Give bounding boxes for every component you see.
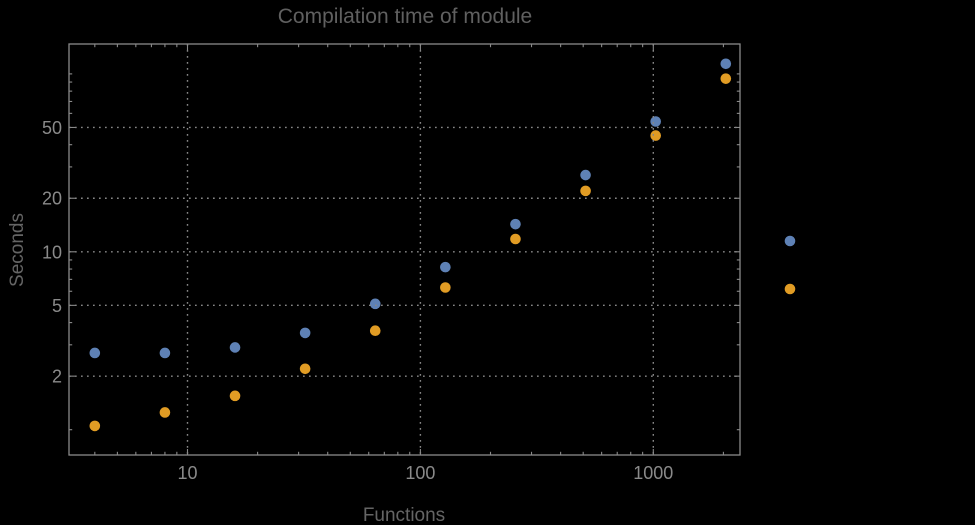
data-point-orange-series [229,390,241,402]
data-point-blue-series [299,327,311,339]
x-axis-label: Functions [363,505,445,525]
y-tick-label: 20 [42,189,62,209]
y-tick-label: 2 [52,367,62,387]
data-point-orange-series [720,73,732,84]
data-point-blue-series [369,298,381,310]
data-point-orange-series [510,233,521,245]
data-point-blue-series [159,347,171,359]
data-point-orange-series [299,363,311,375]
data-point-blue-series [580,169,591,181]
data-point-orange-series [159,407,171,418]
y-axis-label: Seconds [7,213,28,287]
data-point-blue-series [440,261,451,273]
legend-marker-blue [784,235,796,247]
y-tick-label: 10 [42,242,62,262]
data-point-blue-series [229,342,241,353]
y-tick-label: 50 [42,118,62,138]
data-point-orange-series [650,130,661,141]
data-point-blue-series [89,347,101,359]
x-tick-label: 10 [177,463,197,483]
data-point-blue-series [650,116,661,127]
x-tick-label: 1000 [633,463,673,483]
data-point-blue-series [720,58,732,70]
data-point-orange-series [89,420,101,432]
chart-title: Compilation time of module [278,5,532,28]
data-point-orange-series [580,185,591,197]
data-point-blue-series [510,218,521,230]
data-point-orange-series [440,282,451,293]
y-tick-label: 5 [52,296,62,316]
legend-marker-orange [784,283,796,295]
x-tick-label: 100 [405,463,435,483]
data-point-orange-series [369,325,381,337]
plot-frame [68,43,741,456]
